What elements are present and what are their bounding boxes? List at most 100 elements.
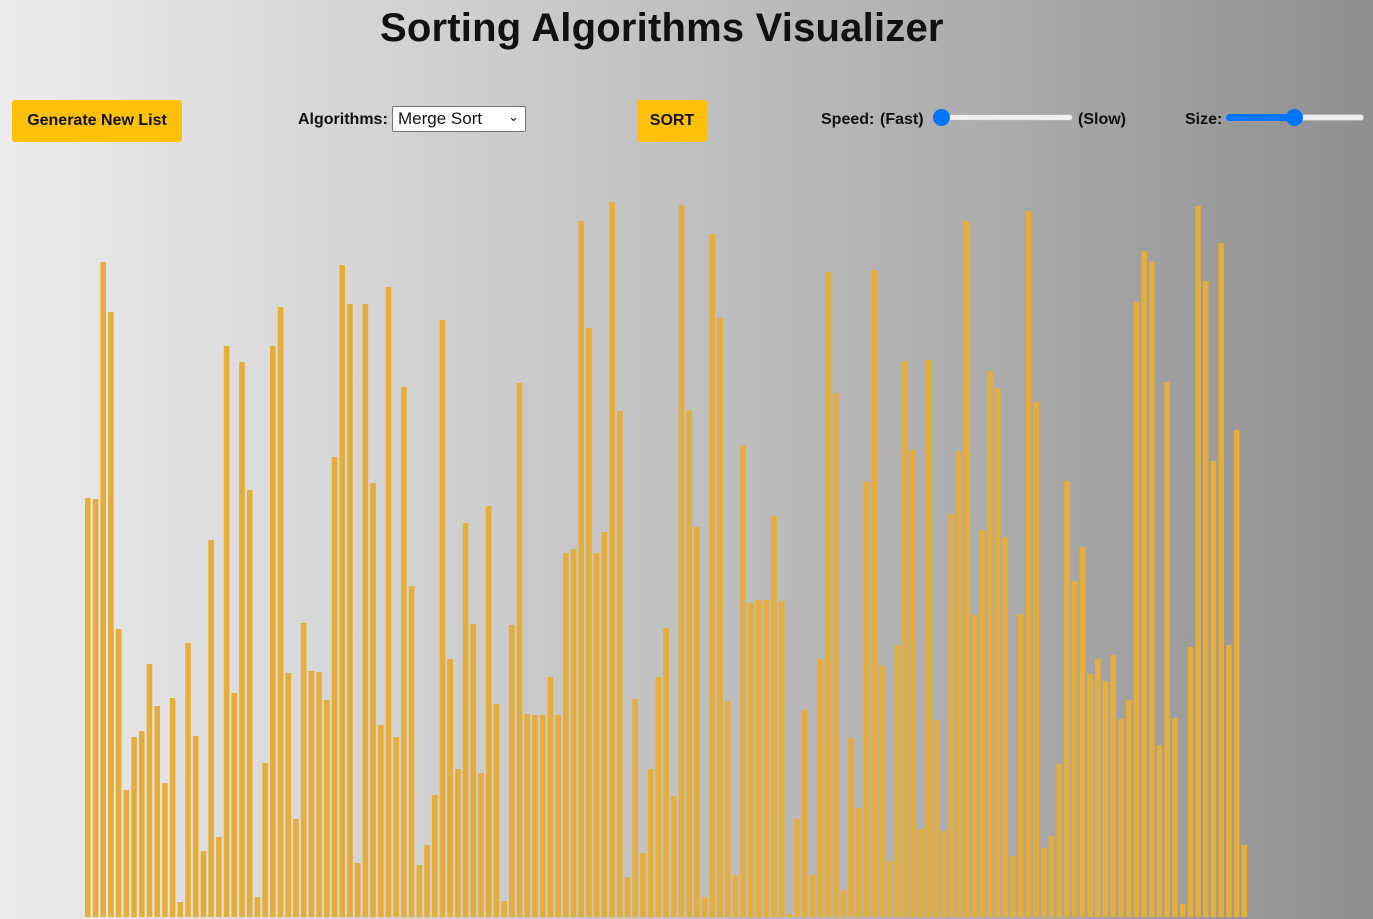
array-bar bbox=[933, 720, 939, 917]
speed-fast-label: (Fast) bbox=[880, 111, 924, 128]
array-bar bbox=[771, 516, 777, 917]
size-label: Size: bbox=[1185, 111, 1223, 128]
array-bar bbox=[493, 704, 500, 917]
array-bar bbox=[832, 393, 839, 917]
array-bar bbox=[925, 360, 931, 917]
array-bar bbox=[825, 272, 831, 917]
array-bar bbox=[655, 677, 662, 917]
algorithm-select[interactable]: Merge Sort ⌄ bbox=[392, 106, 526, 132]
array-bar bbox=[724, 701, 731, 917]
array-bar bbox=[1172, 718, 1178, 917]
array-bar bbox=[239, 362, 245, 917]
array-bar bbox=[455, 769, 461, 917]
array-bar bbox=[732, 875, 739, 917]
array-bar bbox=[979, 530, 985, 917]
array-bar bbox=[563, 553, 569, 917]
array-bar bbox=[324, 700, 330, 917]
array-bar bbox=[1102, 681, 1109, 917]
algorithms-label: Algorithms: bbox=[298, 111, 388, 128]
array-bar bbox=[1148, 262, 1155, 917]
array-bar bbox=[339, 265, 346, 917]
array-bar bbox=[1002, 537, 1009, 917]
array-bar bbox=[1164, 382, 1170, 917]
array-bar bbox=[1071, 581, 1078, 917]
array-bar bbox=[185, 643, 191, 917]
array-bar bbox=[254, 897, 261, 917]
array-bar bbox=[192, 736, 199, 917]
array-bar bbox=[755, 600, 762, 917]
array-bar bbox=[848, 738, 854, 917]
array-bar bbox=[146, 664, 153, 917]
array-bar bbox=[601, 532, 608, 917]
page-title: Sorting Algorithms Visualizer bbox=[380, 6, 944, 50]
array-bar bbox=[485, 506, 492, 917]
array-bar bbox=[108, 312, 114, 917]
size-slider-thumb[interactable] bbox=[1285, 109, 1303, 126]
array-bar bbox=[1125, 700, 1132, 917]
array-bar bbox=[539, 715, 546, 917]
array-bar bbox=[894, 645, 901, 917]
array-bar bbox=[246, 490, 253, 917]
array-bar bbox=[177, 902, 184, 917]
array-bar bbox=[169, 698, 176, 917]
array-bar bbox=[1187, 647, 1194, 917]
array-bar bbox=[963, 221, 970, 917]
sort-button[interactable]: SORT bbox=[637, 100, 707, 142]
array-bar bbox=[1218, 243, 1224, 917]
array-bar bbox=[670, 796, 677, 917]
array-bar bbox=[285, 673, 292, 917]
array-bar bbox=[447, 659, 453, 917]
size-slider[interactable] bbox=[1226, 107, 1364, 127]
array-bar bbox=[609, 202, 615, 917]
array-bar bbox=[1056, 764, 1063, 917]
array-bar bbox=[123, 790, 130, 917]
array-bar bbox=[85, 498, 91, 917]
array-bar bbox=[354, 863, 361, 917]
speed-slider-thumb[interactable] bbox=[933, 109, 950, 126]
speed-slider[interactable] bbox=[933, 107, 1073, 127]
array-bar bbox=[532, 715, 538, 917]
array-bar bbox=[555, 715, 561, 917]
array-bar bbox=[277, 307, 284, 917]
array-bar bbox=[308, 671, 315, 917]
array-bar bbox=[663, 628, 669, 917]
generate-new-list-button[interactable]: Generate New List bbox=[12, 100, 182, 142]
array-bar bbox=[1017, 614, 1024, 917]
array-bar bbox=[809, 875, 816, 917]
array-bar bbox=[92, 499, 99, 917]
array-bar bbox=[162, 783, 168, 917]
array-bar bbox=[1041, 848, 1047, 917]
array-bar bbox=[208, 540, 214, 917]
array-bar bbox=[370, 483, 376, 917]
array-bar bbox=[717, 318, 723, 917]
array-bar bbox=[216, 837, 222, 917]
array-bar bbox=[100, 262, 107, 917]
array-bar bbox=[902, 361, 908, 917]
array-bar bbox=[1141, 251, 1147, 917]
array-bar bbox=[840, 890, 847, 917]
array-bar bbox=[1156, 745, 1163, 917]
size-slider-fill bbox=[1226, 114, 1294, 121]
array-bar bbox=[748, 603, 754, 917]
array-bar bbox=[362, 304, 369, 917]
array-bar bbox=[794, 819, 800, 917]
array-bar bbox=[470, 624, 477, 917]
array-bar bbox=[1233, 430, 1240, 917]
array-bar bbox=[863, 482, 870, 917]
array-bar bbox=[709, 234, 716, 917]
array-bar bbox=[200, 851, 207, 917]
array-bar bbox=[331, 457, 338, 917]
array-bar bbox=[138, 731, 145, 917]
array-bar bbox=[1095, 659, 1101, 917]
array-bar bbox=[940, 831, 947, 917]
array-bar bbox=[1079, 547, 1086, 917]
speed-label: Speed: bbox=[821, 111, 875, 128]
array-bar bbox=[300, 623, 307, 917]
array-bar bbox=[1195, 206, 1201, 917]
array-bar bbox=[740, 445, 746, 917]
array-bar bbox=[223, 346, 230, 917]
array-bar bbox=[270, 346, 276, 917]
array-bar bbox=[570, 549, 577, 917]
array-bar bbox=[616, 411, 623, 917]
